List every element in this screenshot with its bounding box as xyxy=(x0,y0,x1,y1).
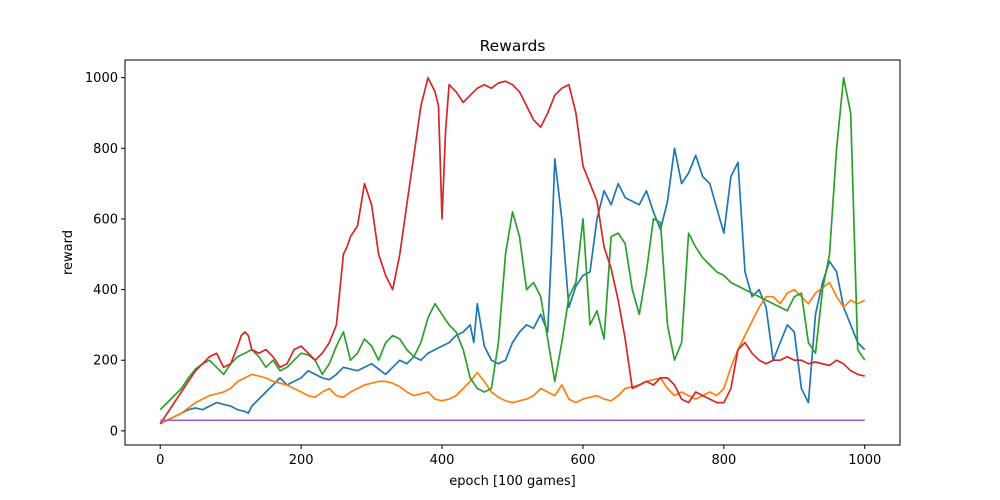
x-tick-label: 0 xyxy=(156,453,164,468)
x-tick-label: 1000 xyxy=(848,453,881,468)
y-tick-label: 600 xyxy=(93,212,118,227)
x-tick-label: 600 xyxy=(571,453,596,468)
series-line-4 xyxy=(159,76,865,425)
x-tick-label: 800 xyxy=(711,453,736,468)
x-axis-label: epoch [100 games] xyxy=(449,474,575,489)
series-line-1 xyxy=(159,147,866,425)
y-axis-label: reward xyxy=(61,230,76,275)
series-layer xyxy=(159,76,866,425)
plot-frame xyxy=(124,59,901,446)
x-tick-label: 200 xyxy=(289,453,314,468)
y-tick-label: 200 xyxy=(93,354,118,369)
y-tick-label: 1000 xyxy=(85,71,118,86)
x-tick-label: 400 xyxy=(430,453,455,468)
y-axis-ticks: 0 200 400 600 800 1000 xyxy=(85,71,125,439)
series-line-2 xyxy=(159,281,866,425)
y-tick-label: 800 xyxy=(93,142,118,157)
x-axis-ticks: 0 200 400 600 800 1000 xyxy=(156,445,881,468)
y-tick-label: 400 xyxy=(93,283,118,298)
y-tick-label: 0 xyxy=(110,424,118,439)
series-line-3 xyxy=(159,76,866,411)
chart-title: Rewards xyxy=(480,37,546,55)
